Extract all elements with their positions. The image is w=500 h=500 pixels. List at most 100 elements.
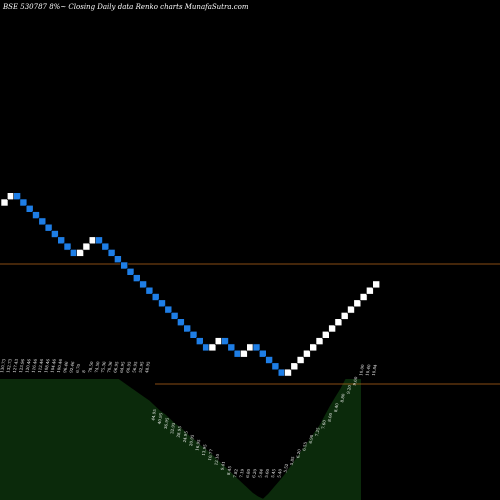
renko-brick-up [359,293,368,301]
renko-brick-up [372,280,381,289]
brick-value-label: 6.70 [75,363,82,373]
brick-value-label: 5.52 [283,463,290,473]
brick-value-label: 116.46 [31,358,38,373]
brick-value-label: 32.95 [169,422,176,435]
brick-value-label: 5.60 [264,468,271,478]
brick-value-label: 28.95 [175,425,182,438]
renko-brick-down [70,249,78,257]
brick-value-label: 8.00 [327,412,334,422]
brick-value-label: 6.20 [295,448,302,458]
renko-brick-down [19,198,28,207]
renko-brick-down [177,318,185,327]
brick-value-label: 127.43 [12,358,19,373]
brick-value-label: 7.60 [320,419,327,429]
renko-brick-down [101,242,110,251]
renko-brick-up [296,356,305,364]
brick-value-label: 130.73 [0,358,6,373]
renko-brick-down [114,255,122,263]
brick-value-label: 8 [81,369,86,373]
brick-value-label: 6.20 [251,468,258,478]
renko-brick-down [133,274,141,282]
brick-value-label: 74.50 [94,361,101,374]
renko-brick-up [7,192,15,200]
renko-brick-down [252,343,261,352]
renko-brick-down [25,205,34,213]
renko-brick-up [347,305,355,314]
renko-brick-up [82,242,91,251]
brick-value-label: 24.95 [182,430,189,443]
reference-lines [0,263,500,385]
renko-brick-down [139,280,147,289]
chart-title: BSE 530787 8%~ Closing Daily data Renko … [2,3,249,11]
renko-brick-down [158,299,166,308]
brick-value-label: 7.25 [314,427,321,437]
renko-brick-down [95,236,103,245]
brick-value-label: 7.19 [238,468,245,478]
brick-value-label: 108.46 [43,358,50,373]
brick-value-label: 10.77 [207,448,214,461]
brick-value-label: 104.46 [49,358,56,373]
brick-value-label: 56.95 [131,361,138,374]
renko-brick-up [321,330,330,339]
renko-brick-up [246,343,254,352]
renko-brick-up [340,312,349,320]
renko-brick-down [57,236,66,245]
brick-value-label: 5.84 [257,468,264,478]
renko-brick-up [208,343,217,352]
renko-brick-up [0,198,9,207]
brick-value-label: 60.95 [125,361,132,374]
brick-value-label: 70.36 [106,361,113,374]
brick-value-label: 64.95 [119,361,126,374]
renko-brick-down [221,337,229,345]
brick-value-label: 100.46 [56,358,63,373]
brick-value-label: 5.45 [270,468,277,478]
renko-brick-down [107,249,116,257]
brick-value-label: 6.90 [308,434,315,444]
renko-brick-down [196,337,204,345]
volume-area [0,379,361,500]
renko-brick-down [233,349,242,358]
brick-value-label: 132.73 [5,358,12,373]
brick-value-label: 8.80 [339,393,346,403]
brick-value-label: 40.95 [157,412,164,425]
renko-brick-up [334,318,343,327]
brick-value-label: 7.82 [232,468,239,478]
brick-value-label: 16.95 [194,439,201,452]
renko-brick-down [227,343,236,352]
renko-brick-down [32,211,40,219]
brick-value-label: 66.95 [112,361,119,374]
brick-value-label: 75.36 [100,361,107,374]
brick-value-label: 5.85 [289,456,296,466]
renko-brick-up [303,349,311,358]
renko-brick-up [88,236,97,245]
brick-value-label: 8.45 [226,465,233,475]
brick-value-label: 48.95 [144,361,151,374]
renko-brick-down [271,362,280,371]
renko-brick-down [63,242,72,251]
renko-brick-down [170,312,179,320]
brick-value-label: 10.84 [371,364,378,377]
renko-brick-down [120,261,128,270]
renko-brick-up [214,337,223,345]
renko-brick-down [126,267,135,276]
renko-brick-down [277,368,286,377]
renko-bricks [0,192,381,377]
brick-value-label: 8.40 [333,402,340,412]
brick-value-label: 10.00 [358,364,365,377]
renko-brick-down [258,349,267,358]
brick-value-label: 9.60 [352,376,359,386]
brick-value-label: 6.80 [245,468,252,478]
renko-brick-up [309,343,318,352]
renko-brick-up [328,324,336,333]
brick-value-label: 96.46 [62,361,69,374]
brick-value-label: 44.95 [150,408,157,421]
brick-value-label: 20.95 [188,434,195,447]
brick-value-label: 78.50 [87,361,94,374]
renko-brick-up [353,299,362,308]
brick-value-label: 5.40 [276,468,283,478]
renko-brick-down [164,305,173,314]
renko-brick-down [38,217,47,226]
renko-brick-up [366,286,374,295]
brick-value-label: 120.46 [24,358,31,373]
